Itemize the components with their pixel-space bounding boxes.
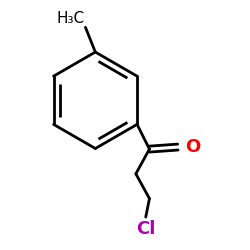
Text: O: O <box>185 138 200 156</box>
Text: H₃C: H₃C <box>56 11 84 26</box>
Text: Cl: Cl <box>136 220 156 238</box>
